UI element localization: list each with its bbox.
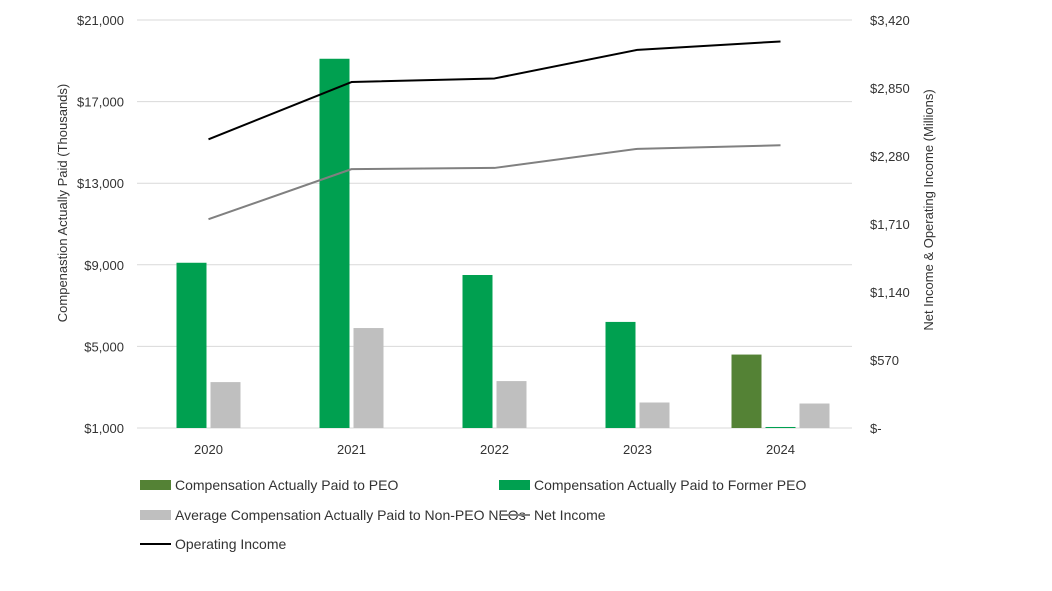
legend-item-former-peo: Compensation Actually Paid to Former PEO	[499, 474, 806, 496]
series-line	[208, 40, 781, 141]
bar	[176, 262, 207, 428]
x-tick-label: 2020	[194, 442, 223, 457]
legend-label-net-income: Net Income	[534, 507, 606, 523]
legend-label-former-peo: Compensation Actually Paid to Former PEO	[534, 477, 807, 493]
left-tick-label: $5,000	[84, 339, 124, 354]
right-tick-label: $570	[870, 353, 899, 368]
lines	[208, 40, 781, 221]
legend-item-operating-income: Operating Income	[140, 533, 286, 555]
legend-swatch-peo	[140, 480, 171, 490]
bar	[731, 354, 762, 428]
legend-label-non-peo: Average Compensation Actually Paid to No…	[175, 507, 526, 523]
bar	[765, 426, 796, 428]
legend-swatch-non-peo	[140, 510, 171, 520]
bar	[210, 382, 241, 428]
bar	[319, 58, 350, 428]
legend-label-operating-income: Operating Income	[175, 536, 287, 552]
bars	[176, 58, 830, 428]
x-tick-label: 2023	[623, 442, 652, 457]
left-tick-label: $9,000	[84, 258, 124, 273]
legend-swatch-operating-income	[140, 543, 171, 545]
right-tick-label: $2,280	[870, 149, 910, 164]
bar	[462, 275, 493, 428]
legend-swatch-former-peo	[499, 480, 530, 490]
bar	[605, 321, 636, 428]
left-axis-title: Compenastion Actually Paid (Thousands)	[55, 84, 70, 322]
legend-label-peo: Compensation Actually Paid to PEO	[175, 477, 399, 493]
x-axis-ticks: 2020 2021 2022 2023 2024	[194, 442, 795, 457]
right-tick-label: $3,420	[870, 13, 910, 28]
left-tick-label: $1,000	[84, 421, 124, 436]
legend-swatch-net-income	[499, 514, 530, 516]
left-tick-label: $17,000	[77, 95, 124, 110]
series-line	[208, 144, 781, 221]
right-tick-label: $2,850	[870, 81, 910, 96]
bar	[496, 381, 527, 428]
bar	[353, 328, 384, 428]
legend-item-peo: Compensation Actually Paid to PEO	[140, 474, 398, 496]
left-tick-label: $21,000	[77, 13, 124, 28]
x-tick-label: 2021	[337, 442, 366, 457]
right-tick-label: $-	[870, 421, 882, 436]
x-tick-label: 2024	[766, 442, 795, 457]
left-axis-ticks: $1,000 $5,000 $9,000 $13,000 $17,000 $21,000	[77, 13, 124, 436]
bar	[799, 403, 830, 428]
right-tick-label: $1,140	[870, 285, 910, 300]
legend-item-net-income: Net Income	[499, 504, 606, 526]
left-tick-label: $13,000	[77, 176, 124, 191]
bar	[639, 402, 670, 428]
right-tick-label: $1,710	[870, 217, 910, 232]
x-tick-label: 2022	[480, 442, 509, 457]
right-axis-ticks: $- $570 $1,140 $1,710 $2,280 $2,850 $3,420	[870, 13, 910, 436]
legend-item-non-peo: Average Compensation Actually Paid to No…	[140, 504, 526, 526]
right-axis-title: Net Income & Operating Income (Millions)	[921, 89, 936, 330]
